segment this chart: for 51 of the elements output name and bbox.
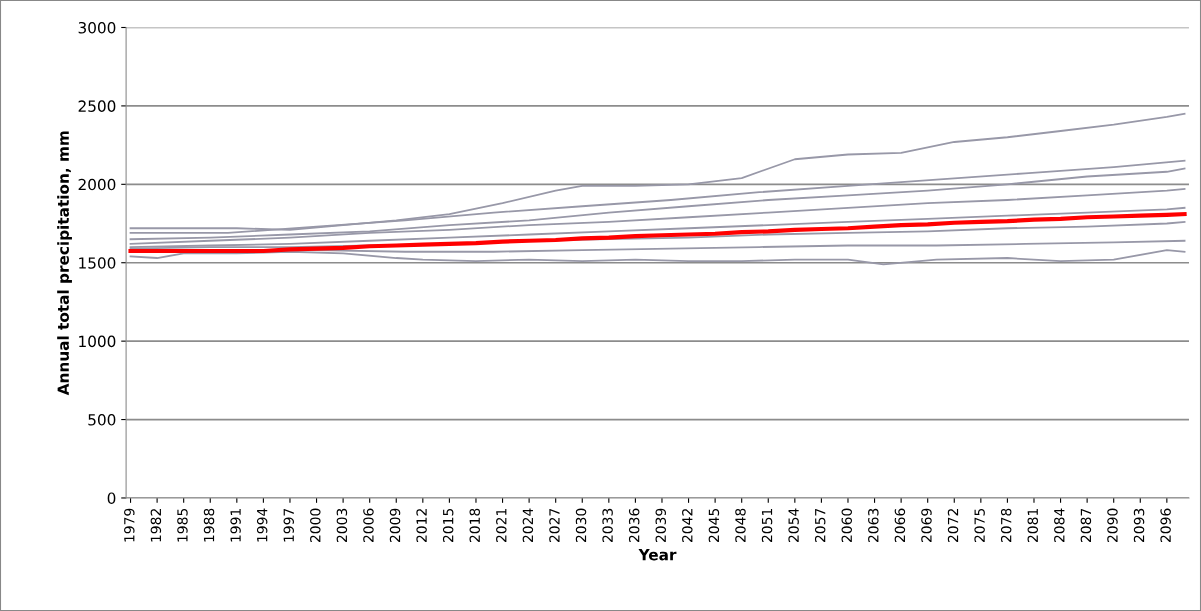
y-tick-label: 500 — [88, 414, 116, 426]
x-tick-label: 1991 — [230, 508, 241, 542]
x-tick-label: 2015 — [442, 508, 454, 543]
y-tick-label: 1000 — [79, 335, 116, 348]
x-tick-label: 2024 — [522, 508, 534, 543]
y-tick-label: 2000 — [78, 178, 116, 191]
x-tick-label: 2075 — [974, 508, 985, 543]
y-tick-label: 2500 — [78, 100, 116, 112]
x-tick-label: 2039 — [655, 508, 667, 543]
x-tick-label: 2054 — [788, 508, 799, 543]
y-tick-label: 1500 — [79, 257, 116, 269]
x-tick-label: 2048 — [735, 508, 746, 543]
x-tick-label: 2084 — [1054, 508, 1065, 543]
x-tick-label: 2078 — [1000, 508, 1012, 543]
x-tick-label: 2000 — [310, 508, 321, 543]
x-tick-label: 1985 — [177, 508, 188, 542]
x-tick-label: 2069 — [921, 508, 932, 543]
x-tick-label: 1997 — [283, 508, 294, 542]
x-tick-label: 2051 — [761, 508, 773, 543]
x-tick-label: 2027 — [549, 508, 560, 543]
line-series — [129, 112, 1186, 231]
x-tick-label: 1994 — [256, 508, 268, 542]
x-tick-label: 1982 — [150, 509, 162, 542]
x-tick-label: 2042 — [682, 509, 693, 543]
x-tick-label: 2021 — [496, 508, 507, 543]
x-tick-label: 2009 — [389, 508, 401, 543]
x-tick-label: 2057 — [814, 508, 826, 543]
x-tick-label: 2063 — [868, 508, 879, 543]
line-series — [129, 167, 1186, 241]
x-tick-label: 2060 — [841, 508, 853, 543]
x-tick-label: 2003 — [336, 508, 348, 543]
x-tick-label: 2081 — [1027, 508, 1039, 543]
x-tick-label: 2030 — [575, 508, 587, 543]
x-tick-label: 2018 — [469, 508, 480, 543]
x-tick-label: 1988 — [203, 508, 215, 542]
y-tick-label: 0 — [107, 492, 116, 504]
x-tick-label: 2087 — [1080, 508, 1092, 543]
x-tick-label: 2096 — [1160, 508, 1171, 543]
y-axis-title: Annual total precipitation, mm — [57, 131, 72, 396]
x-tick-label: 1979 — [124, 508, 135, 542]
x-tick-label: 2093 — [1133, 508, 1145, 543]
x-axis-title: Year — [638, 549, 677, 561]
x-tick-label: 2090 — [1107, 508, 1118, 543]
x-tick-label: 2006 — [363, 508, 374, 543]
x-tick-label: 2033 — [602, 508, 613, 543]
x-tick-label: 2012 — [416, 509, 427, 543]
y-tick-label: 3000 — [78, 21, 116, 34]
x-tick-label: 2036 — [628, 508, 640, 543]
x-tick-label: 2045 — [708, 508, 720, 543]
x-tick-label: 2072 — [947, 509, 959, 543]
x-tick-label: 2066 — [894, 508, 906, 543]
